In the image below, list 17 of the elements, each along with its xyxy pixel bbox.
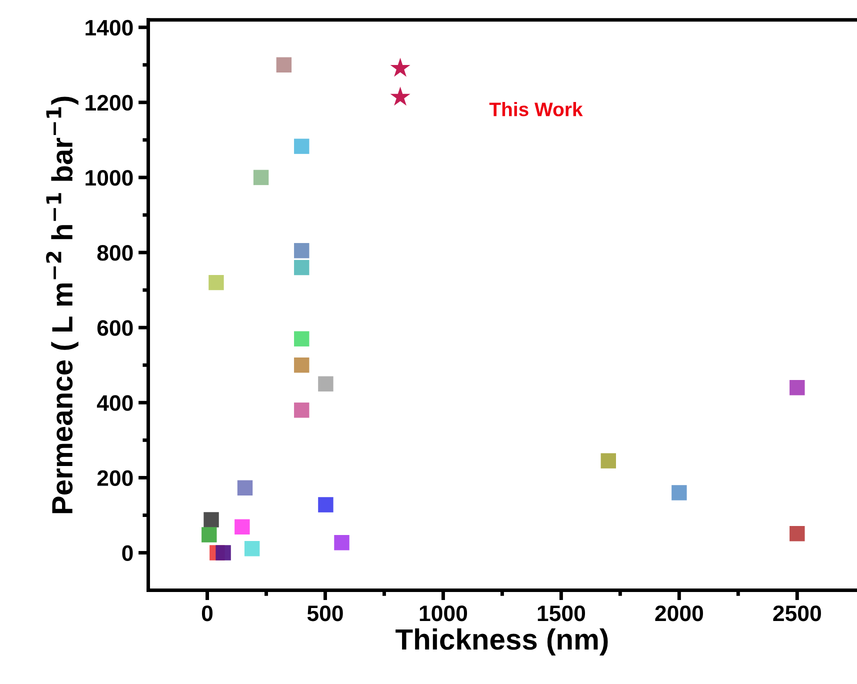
x-tick-label: 500	[307, 605, 343, 622]
x-tick-label: 2000	[655, 605, 703, 622]
y-tick-label: 600	[97, 320, 133, 336]
x-tick-label: 1000	[420, 605, 468, 622]
y-axis-title: Permeance ( L m$^{−2}$ h$^{−1}$ bar$^{−1}$)	[46, 96, 78, 514]
y-tick-label: 1200	[86, 94, 133, 111]
x-tick-label: 2500	[773, 605, 821, 622]
x-tick-label: 0	[202, 605, 213, 622]
y-tick-label: 0	[122, 545, 133, 562]
y-tick-label: 1400	[86, 20, 133, 36]
x-tick-label: 1500	[538, 605, 585, 622]
y-tick-label: 200	[97, 470, 133, 486]
y-tick-label: 1000	[86, 170, 133, 186]
x-axis-title: Thickness (nm)	[396, 628, 608, 656]
y-tick-label: 400	[96, 395, 133, 411]
text: This Work	[489, 102, 583, 116]
y-tick-label: 800	[97, 245, 133, 261]
